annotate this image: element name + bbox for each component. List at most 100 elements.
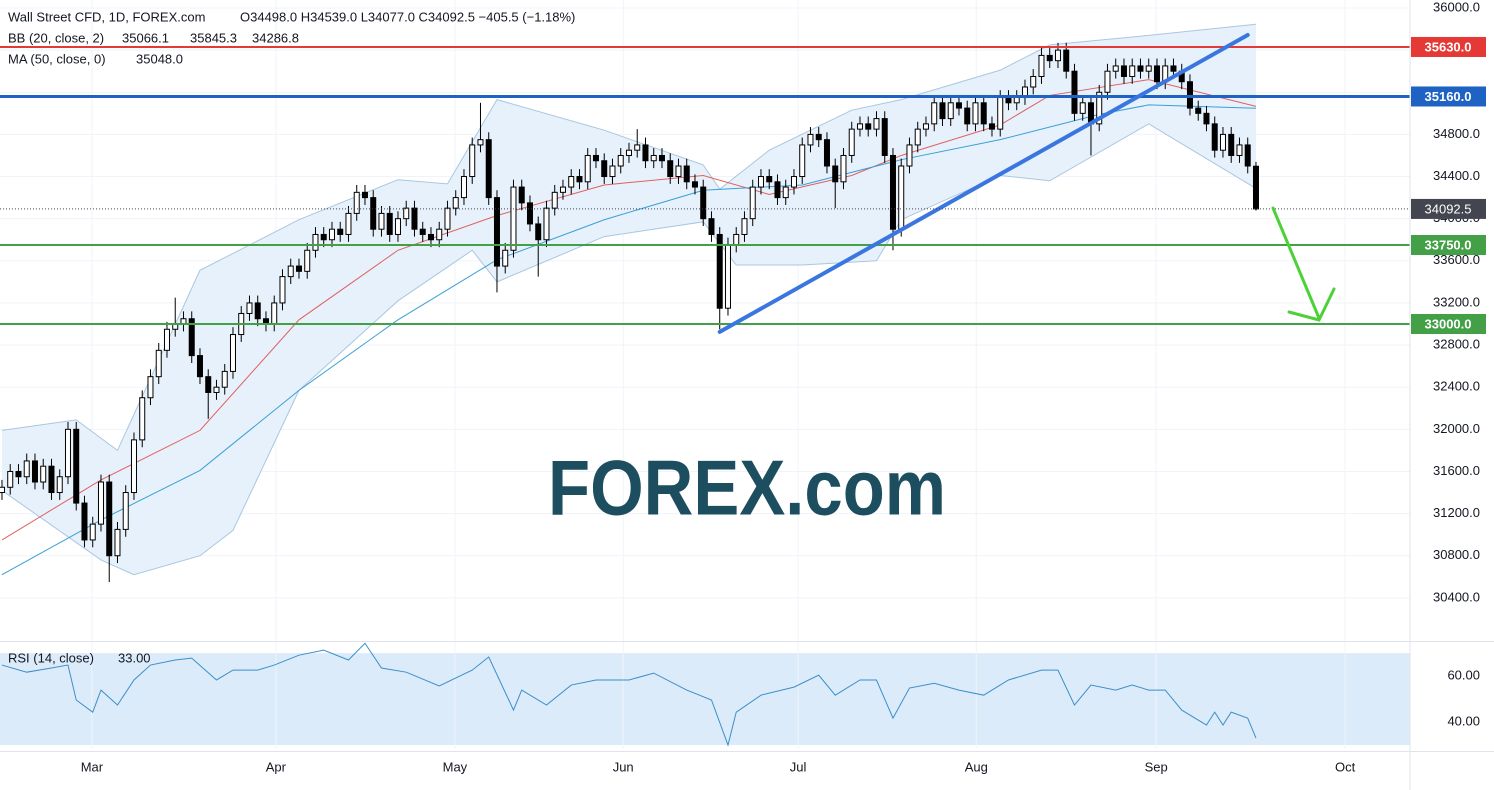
- candle-body: [889, 154, 896, 230]
- forecast-arrow: [1271, 206, 1336, 322]
- y-tick-label: 33600.0: [1433, 252, 1480, 267]
- candle-body: [130, 439, 137, 494]
- candle-body: [683, 165, 690, 183]
- candle-body: [997, 97, 1004, 130]
- candle-body: [246, 302, 253, 314]
- candle-body: [403, 207, 410, 220]
- candle-body: [757, 176, 764, 188]
- candle-body: [972, 102, 979, 125]
- candle-body: [73, 428, 80, 504]
- candle-body: [1005, 97, 1012, 104]
- candle-body: [378, 212, 385, 230]
- candle-body: [1079, 102, 1086, 114]
- x-tick-label: Apr: [266, 759, 287, 774]
- candle-body: [939, 102, 946, 120]
- candle-body: [766, 176, 773, 183]
- candle-body: [815, 133, 822, 141]
- y-tick-label: 32400.0: [1433, 379, 1480, 394]
- candle-body: [419, 228, 426, 235]
- candle-body: [337, 228, 344, 235]
- candle-body: [1096, 91, 1103, 125]
- candle-body: [40, 465, 47, 483]
- candle-body: [1137, 65, 1144, 72]
- y-tick-label: 32000.0: [1433, 421, 1480, 436]
- candle-body: [477, 139, 484, 146]
- candle-body: [64, 428, 71, 478]
- candle-body: [1195, 107, 1202, 114]
- bb-legend: BB (20, close, 2): [8, 30, 104, 45]
- candle-body: [782, 186, 789, 199]
- bb-upper-value: 35845.3: [190, 30, 237, 45]
- candle-body: [559, 186, 566, 193]
- candle-body: [749, 186, 756, 220]
- level-label-box: [1411, 235, 1486, 256]
- rsi-band: [0, 653, 1410, 746]
- candle-body: [1112, 65, 1119, 72]
- candle-body: [370, 197, 377, 230]
- candle-body: [502, 249, 509, 267]
- candle-body: [353, 191, 360, 214]
- candle-body: [716, 233, 723, 309]
- candle-body: [1030, 75, 1037, 88]
- candle-body: [394, 218, 401, 235]
- candle-body: [271, 302, 278, 325]
- plot-layer: [0, 23, 1259, 747]
- candle-body: [625, 149, 632, 156]
- candle-body: [543, 207, 550, 241]
- candle-body: [361, 191, 368, 199]
- candle-body: [1186, 81, 1193, 109]
- candle-body: [724, 244, 731, 309]
- candle-body: [947, 102, 954, 120]
- candle-body: [964, 107, 971, 125]
- candle-body: [1071, 70, 1078, 114]
- level-label: 33750.0: [1425, 237, 1472, 252]
- candle-body: [988, 123, 995, 130]
- candle-body: [691, 181, 698, 188]
- candle-body: [205, 376, 212, 393]
- candle-body: [196, 355, 203, 378]
- axis-layer: 30400.0 30800.0 31200.0 31600.0 32000.0 32400…: [81, 0, 1486, 774]
- candle-body: [1038, 54, 1045, 77]
- candle-body: [0, 486, 5, 494]
- symbol-title: Wall Street CFD, 1D, FOREX.com: [8, 9, 205, 24]
- candle-body: [1228, 133, 1235, 156]
- candle-body: [832, 165, 839, 183]
- candle-body: [444, 207, 451, 230]
- bb-lower-value: 34286.8: [252, 30, 299, 45]
- x-tick-label: Jul: [790, 759, 807, 774]
- ohlc-readout: O34498.0 H34539.0 L34077.0 C34092.5 −405…: [240, 9, 575, 24]
- candle-body: [7, 470, 14, 488]
- candle-body: [97, 481, 104, 525]
- candle-body: [650, 154, 657, 162]
- candle-body: [427, 233, 434, 241]
- candle-body: [122, 492, 129, 530]
- candle-body: [931, 102, 938, 125]
- candle-body: [741, 218, 748, 235]
- candle-body: [667, 160, 674, 178]
- y-tick-label: 36000.0: [1433, 0, 1480, 14]
- candle-body: [1236, 144, 1243, 156]
- candle-body: [774, 181, 781, 199]
- x-tick-label: Mar: [81, 759, 104, 774]
- candle-body: [23, 460, 30, 478]
- candle-body: [617, 154, 624, 167]
- candle-body: [510, 186, 517, 251]
- candle-body: [213, 386, 220, 393]
- candle-body: [436, 228, 443, 241]
- candle-body: [584, 154, 591, 183]
- candle-body: [708, 218, 715, 235]
- last-price-label: 34092.5: [1425, 201, 1472, 216]
- level-label-box: [1411, 314, 1486, 335]
- candle-body: [873, 118, 880, 130]
- candle-body: [147, 376, 154, 399]
- bb-basis-value: 35066.1: [122, 30, 169, 45]
- candle-body: [56, 476, 63, 494]
- bb-basis: [1, 79, 1257, 541]
- candle-body: [320, 233, 327, 241]
- arrow-head: [1287, 287, 1336, 322]
- y-tick-label: 34400.0: [1433, 168, 1480, 183]
- candle-body: [229, 334, 236, 372]
- rsi-value: 33.00: [118, 650, 151, 665]
- candle-body: [790, 176, 797, 188]
